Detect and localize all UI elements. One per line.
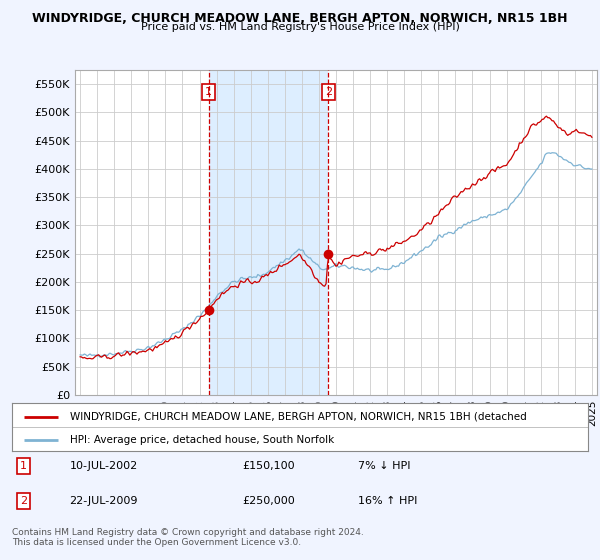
- Text: £150,100: £150,100: [242, 461, 295, 471]
- Text: 1: 1: [205, 87, 212, 97]
- Bar: [209, 70, 328, 395]
- Text: 2: 2: [325, 87, 332, 97]
- Text: 10-JUL-2002: 10-JUL-2002: [70, 461, 138, 471]
- Text: Price paid vs. HM Land Registry's House Price Index (HPI): Price paid vs. HM Land Registry's House …: [140, 22, 460, 32]
- Text: 7% ↓ HPI: 7% ↓ HPI: [358, 461, 410, 471]
- Text: HPI: Average price, detached house, South Norfolk: HPI: Average price, detached house, Sout…: [70, 435, 334, 445]
- Text: 1: 1: [20, 461, 27, 471]
- Text: 22-JUL-2009: 22-JUL-2009: [70, 496, 138, 506]
- Text: WINDYRIDGE, CHURCH MEADOW LANE, BERGH APTON, NORWICH, NR15 1BH: WINDYRIDGE, CHURCH MEADOW LANE, BERGH AP…: [32, 12, 568, 25]
- Text: Contains HM Land Registry data © Crown copyright and database right 2024.
This d: Contains HM Land Registry data © Crown c…: [12, 528, 364, 547]
- Text: 2: 2: [20, 496, 27, 506]
- Text: WINDYRIDGE, CHURCH MEADOW LANE, BERGH APTON, NORWICH, NR15 1BH (detached: WINDYRIDGE, CHURCH MEADOW LANE, BERGH AP…: [70, 412, 526, 422]
- Text: £250,000: £250,000: [242, 496, 295, 506]
- Text: 16% ↑ HPI: 16% ↑ HPI: [358, 496, 417, 506]
